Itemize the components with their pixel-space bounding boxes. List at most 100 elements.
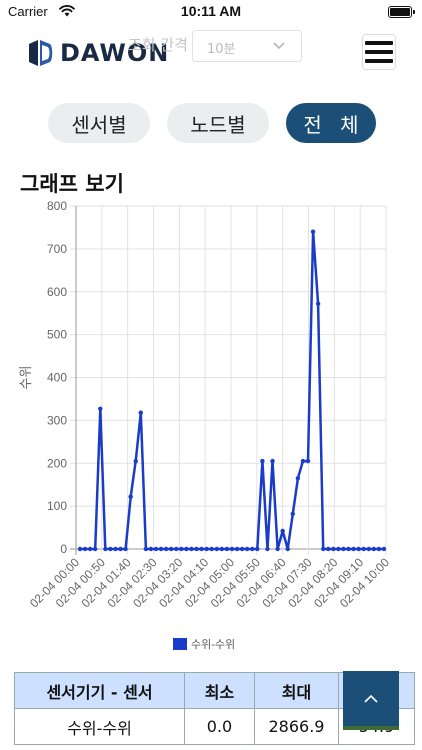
data-point	[82, 546, 88, 552]
y-tick-label: 500	[47, 328, 67, 342]
data-point	[199, 546, 204, 552]
app-header: DAWON 조회 간격 10분	[0, 26, 422, 82]
data-point	[321, 546, 326, 552]
data-point	[143, 546, 149, 552]
battery-icon	[388, 6, 415, 18]
data-point	[265, 546, 270, 552]
data-point	[128, 494, 133, 499]
menu-line-icon	[365, 59, 393, 63]
y-tick-label: 0	[60, 542, 67, 556]
data-point	[356, 546, 361, 552]
data-point	[300, 458, 306, 464]
series-line	[80, 230, 384, 551]
chevron-up-icon	[364, 694, 378, 703]
data-point	[219, 546, 225, 552]
data-point	[366, 546, 371, 552]
data-point	[336, 546, 341, 552]
tab-sensor[interactable]: 센서별	[48, 103, 150, 143]
logo-mark-icon	[29, 40, 53, 66]
y-axis-label: 수위	[18, 366, 33, 390]
cell-max: 2866.9	[254, 708, 339, 745]
dawon-logo[interactable]: DAWON	[28, 38, 169, 68]
data-point	[245, 546, 250, 552]
data-point	[331, 546, 336, 552]
data-point	[98, 406, 103, 411]
data-point	[224, 546, 230, 552]
data-point	[138, 410, 143, 415]
chevron-down-icon	[273, 42, 285, 50]
data-point	[260, 458, 265, 464]
data-point	[194, 546, 199, 552]
data-point	[315, 301, 321, 306]
y-tick-label: 700	[47, 242, 67, 256]
y-tick-label: 100	[47, 499, 67, 513]
data-point	[214, 546, 219, 552]
data-point	[229, 546, 235, 552]
data-point	[290, 511, 295, 517]
data-point	[371, 546, 377, 552]
data-point	[169, 546, 174, 552]
y-tick-label: 300	[47, 413, 67, 427]
data-point	[153, 546, 159, 552]
data-point	[108, 546, 113, 552]
header-max: 최대	[254, 672, 339, 709]
data-point	[123, 546, 128, 552]
data-point	[133, 458, 138, 464]
interval-value: 10분	[207, 42, 236, 57]
logo-text: DAWON	[60, 39, 170, 67]
data-point	[361, 546, 366, 552]
data-point	[118, 546, 123, 552]
hamburger-menu-button[interactable]	[362, 34, 396, 70]
data-point	[189, 546, 194, 552]
data-point	[148, 546, 154, 552]
graph-title: 그래프 보기	[20, 172, 124, 196]
header-sensor: 센서기기 - 센서	[14, 672, 185, 709]
y-tick-label: 600	[47, 285, 67, 299]
data-point	[163, 546, 169, 552]
data-point	[204, 546, 209, 552]
data-point	[295, 476, 301, 481]
tab-all[interactable]: 전 체	[286, 103, 376, 143]
interval-select[interactable]: 10분	[192, 30, 302, 62]
data-point	[341, 546, 346, 552]
cell-sensor: 수위-수위	[14, 708, 185, 745]
menu-line-icon	[365, 41, 393, 45]
header-min: 최소	[184, 672, 255, 709]
cell-min: 0.0	[184, 708, 255, 745]
wifi-icon	[58, 4, 76, 20]
data-point	[305, 458, 311, 464]
table-header-row: 센서기기 - 센서 최소 최대 평균	[14, 672, 415, 709]
data-point	[209, 546, 214, 552]
data-point	[376, 546, 382, 552]
legend-label: 수위-수위	[191, 638, 235, 651]
data-point	[77, 546, 83, 552]
data-point	[87, 546, 93, 552]
scroll-to-top-button[interactable]	[343, 671, 399, 730]
data-point	[239, 546, 245, 552]
scroll-button-accent	[343, 726, 399, 730]
tab-node[interactable]: 노드별	[167, 103, 269, 143]
view-tabs: 센서별 노드별 전 체	[48, 103, 376, 143]
clock: 10:11 AM	[180, 3, 242, 19]
data-point	[93, 546, 98, 552]
data-point	[346, 546, 351, 552]
legend-swatch	[173, 638, 187, 650]
data-point	[270, 458, 275, 464]
data-point	[255, 546, 260, 552]
data-point	[113, 546, 118, 552]
status-bar: Carrier 10:11 AM	[0, 0, 422, 24]
interval-label: 조회 간격	[128, 36, 188, 54]
data-point	[179, 546, 184, 552]
data-point	[184, 546, 189, 552]
data-point	[158, 546, 164, 552]
data-point	[103, 546, 108, 552]
data-point	[280, 528, 285, 534]
y-tick-label: 800	[47, 199, 67, 213]
carrier-label: Carrier	[8, 4, 48, 19]
data-point	[285, 546, 290, 552]
y-tick-label: 400	[47, 371, 67, 385]
data-point	[326, 546, 331, 552]
data-point	[174, 546, 179, 552]
data-point	[250, 546, 255, 552]
